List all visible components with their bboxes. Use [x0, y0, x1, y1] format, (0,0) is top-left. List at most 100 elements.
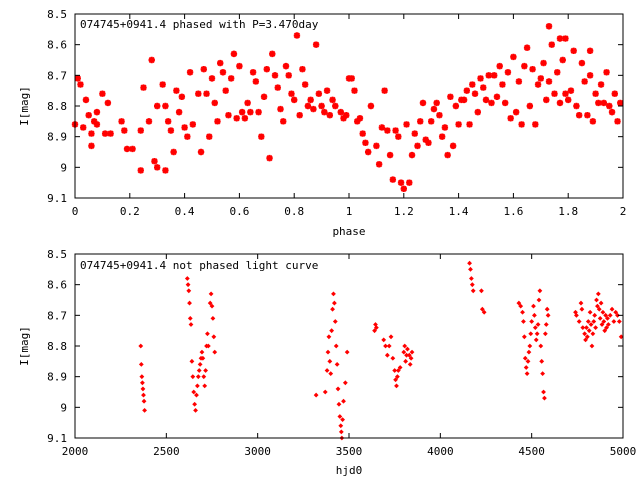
bottom-data-point	[187, 300, 192, 306]
bottom-data-point	[615, 312, 620, 318]
bottom-data-point	[197, 362, 203, 367]
bottom-x-tick-label: 2000	[62, 445, 89, 458]
top-data-point	[575, 112, 583, 119]
bottom-data-point	[208, 291, 214, 297]
bottom-data-point	[333, 343, 339, 349]
top-data-point	[99, 90, 106, 97]
bottom-data-point	[210, 316, 216, 321]
bottom-y-tick-label: 8.6	[47, 279, 67, 292]
bottom-data-point	[211, 334, 217, 340]
bottom-data-point	[609, 306, 615, 312]
bottom-data-point	[331, 291, 336, 297]
bottom-data-point	[141, 392, 146, 398]
top-data-point	[269, 50, 276, 58]
top-data-point	[581, 78, 588, 85]
bottom-data-point	[580, 325, 586, 330]
top-data-point	[359, 130, 366, 137]
top-data-point	[206, 133, 213, 140]
bottom-data-point	[324, 368, 330, 373]
top-data-point	[154, 164, 161, 171]
bottom-data-point	[545, 312, 551, 318]
bottom-data-point	[199, 349, 205, 355]
bottom-chart: 2000 2500 3000 3500 4000 4500 5000 8.5 8.6 8.7 8.8…	[18, 248, 636, 477]
top-data-point	[184, 133, 191, 140]
bottom-data-point	[479, 288, 484, 294]
top-data-point	[104, 99, 112, 107]
bottom-data-point	[201, 374, 207, 380]
bottom-data-point	[599, 322, 605, 327]
bottom-data-point	[605, 322, 611, 327]
top-data-point	[518, 121, 525, 128]
top-data-point	[586, 47, 594, 54]
top-data-point	[565, 96, 572, 104]
bottom-data-point	[523, 365, 529, 370]
bottom-x-tick-label: 4000	[427, 445, 454, 458]
bottom-data-point	[543, 322, 549, 327]
top-data-point	[337, 108, 344, 116]
top-data-point	[101, 130, 109, 137]
top-data-point	[77, 81, 84, 88]
top-data-point	[606, 102, 613, 110]
bottom-data-point	[205, 343, 211, 349]
bottom-data-point	[338, 429, 344, 435]
top-data-point	[584, 112, 591, 119]
bottom-data-point	[602, 328, 608, 334]
bottom-data-point	[334, 362, 340, 367]
top-plot-frame	[74, 13, 624, 199]
top-data-point	[540, 59, 547, 67]
top-data-point	[521, 62, 528, 70]
top-data-point	[384, 127, 391, 134]
top-data-point	[195, 90, 202, 97]
top-data-point	[93, 108, 101, 116]
top-data-point	[214, 118, 221, 125]
top-data-point	[534, 81, 542, 88]
bottom-x-tick-label: 2500	[153, 445, 180, 458]
top-data-point	[397, 179, 405, 186]
top-data-point	[288, 90, 295, 97]
top-data-point	[312, 41, 320, 48]
top-data-point	[164, 118, 172, 125]
bottom-data-point	[605, 316, 610, 321]
bottom-data-point	[372, 328, 377, 334]
top-data-point	[595, 99, 602, 107]
bottom-data-point	[544, 306, 550, 312]
top-data-point	[433, 99, 440, 107]
top-data-point	[438, 133, 446, 140]
bottom-data-point	[469, 282, 475, 288]
top-data-point	[378, 124, 386, 131]
top-data-point	[608, 108, 616, 116]
top-data-point	[441, 124, 449, 131]
bottom-data-point	[542, 395, 547, 401]
top-x-tick-label: 1.4	[449, 205, 469, 218]
bottom-data-point	[468, 266, 473, 272]
bottom-data-point	[403, 358, 409, 364]
bottom-x-tick-label: 3000	[244, 445, 271, 458]
top-data-point	[304, 102, 312, 110]
top-data-point	[532, 121, 539, 128]
top-data-point	[425, 139, 432, 146]
bottom-data-point	[574, 312, 579, 318]
top-data-point	[485, 72, 492, 79]
top-data-point	[389, 176, 397, 183]
bottom-data-point	[588, 322, 594, 327]
bottom-data-point	[521, 334, 527, 340]
top-y-tick-label: 8.7	[47, 69, 67, 82]
top-y-tick-label: 8.5	[47, 8, 67, 21]
bottom-data-point	[527, 343, 533, 349]
bottom-data-point	[330, 306, 335, 312]
bottom-data-point	[522, 355, 528, 361]
bottom-data-point	[518, 303, 524, 309]
bottom-data-point	[578, 300, 584, 306]
top-data-point	[93, 121, 101, 128]
top-data-point	[145, 118, 153, 125]
top-data-point	[247, 108, 254, 116]
top-data-point	[238, 108, 246, 116]
bottom-data-point	[395, 374, 400, 380]
top-data-point	[233, 115, 240, 122]
top-data-point	[562, 90, 569, 97]
top-data-point	[469, 81, 476, 88]
top-data-point	[562, 35, 569, 42]
top-data-point	[200, 66, 207, 73]
top-data-point	[351, 87, 358, 94]
top-data-point	[255, 108, 262, 116]
